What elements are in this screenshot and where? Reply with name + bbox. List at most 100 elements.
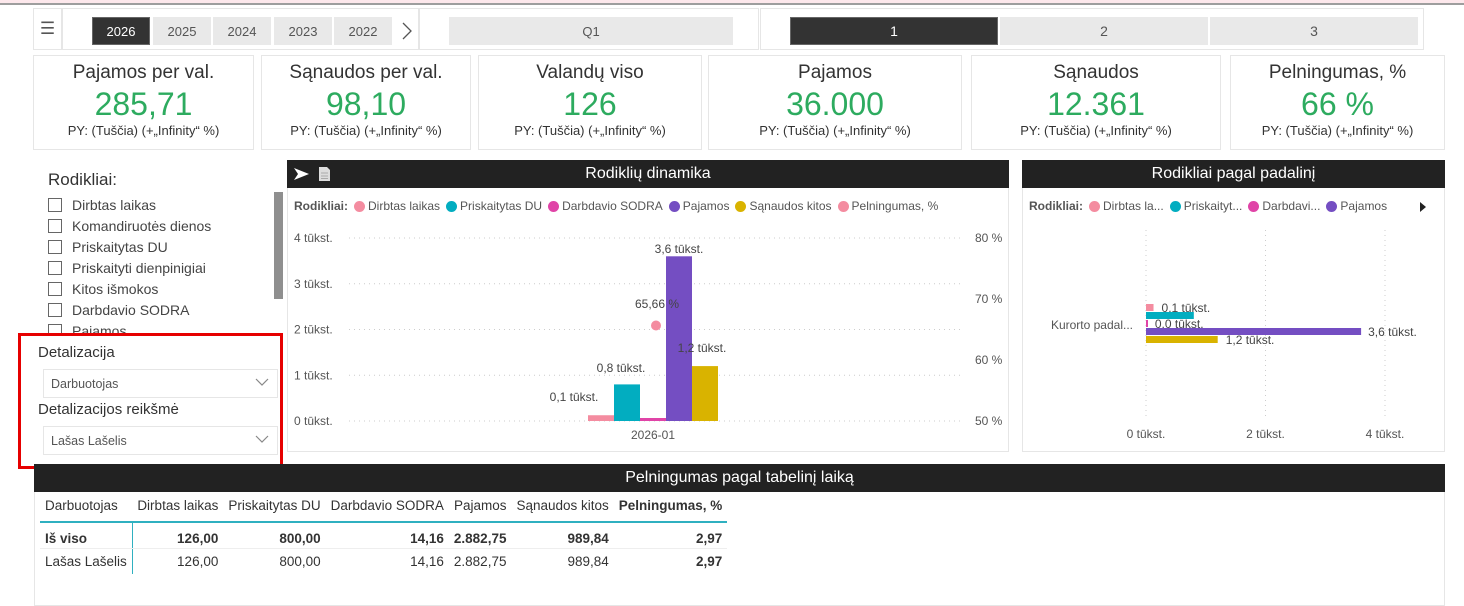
- table-cell: 2,97: [696, 553, 723, 569]
- dynamics-chart-header: Rodiklių dinamika: [287, 160, 1009, 188]
- kpi-subtitle: PY: (Tuščia) (+„Infinity“ %): [759, 123, 911, 138]
- year-button-2022[interactable]: 2022: [334, 17, 392, 45]
- table-row[interactable]: Lašas Lašelis 126,00 800,00 14,16 2.882,…: [40, 548, 727, 574]
- y-tick-label: 4 tūkst.: [294, 231, 333, 245]
- legend-item[interactable]: Sąnaudos kitos: [735, 199, 832, 213]
- dynamics-chart-plot: 0 tūkst. 1 tūkst. 2 tūkst. 3 tūkst. 4 tūkst.…: [294, 231, 1003, 442]
- slicer-item[interactable]: Komandiruotės dienos: [48, 215, 268, 236]
- year-button-2024[interactable]: 2024: [213, 17, 271, 45]
- legend-title: Rodikliai:: [294, 199, 349, 213]
- y-tick-label: 1 tūkst.: [294, 368, 333, 382]
- slicer-item-label: Dirbtas laikas: [72, 196, 157, 213]
- checkbox[interactable]: [48, 197, 62, 212]
- table-cell: 14,16: [410, 553, 444, 569]
- rodikliai-slicer: Dirbtas laikas Komandiruotės dienos Pris…: [48, 194, 268, 334]
- legend-item[interactable]: Pajamos: [1326, 199, 1387, 213]
- legend-next-icon[interactable]: [1419, 200, 1427, 218]
- dynamics-chart-panel: [287, 160, 1009, 452]
- slicer-item-label: Priskaitytas DU: [72, 238, 168, 255]
- table-cell: 800,00: [279, 553, 321, 569]
- dropdown-value: Darbuotojas: [51, 376, 119, 391]
- checkbox[interactable]: [48, 302, 62, 317]
- table-cell: 2.882,75: [453, 553, 507, 569]
- legend-title: Rodikliai:: [1029, 199, 1084, 213]
- slicer-item-label: Priskaityti dienpinigiai: [72, 259, 206, 276]
- kpi-subtitle: PY: (Tuščia) (+„Infinity“ %): [67, 123, 220, 138]
- column-header[interactable]: Priskaitytas DU: [228, 498, 321, 513]
- checkbox[interactable]: [48, 239, 62, 254]
- slicer-item[interactable]: Darbdavio SODRA: [48, 299, 268, 320]
- kpi-card-valandu-viso: Valandų viso 126 PY: (Tuščia) (+„Infinit…: [478, 55, 702, 150]
- y-tick-label: 3 tūkst.: [294, 277, 333, 291]
- table-cell: Iš viso: [40, 522, 133, 549]
- year-button-2025[interactable]: 2025: [153, 17, 211, 45]
- kpi-card-pelningumas: Pelningumas, % 66 % PY: (Tuščia) (+„Infi…: [1230, 55, 1445, 150]
- slicer-item[interactable]: Kitos išmokos: [48, 278, 268, 299]
- top-strip: [0, 0, 1464, 5]
- legend-dot: [1089, 200, 1101, 212]
- bar-priskaitytas-du: [614, 384, 640, 421]
- legend-label: Priskaityt...: [1183, 199, 1243, 213]
- legend-item[interactable]: Dirbtas laikas: [354, 199, 440, 213]
- column-header[interactable]: Pelningumas, %: [618, 498, 723, 513]
- column-header[interactable]: Darbuotojas: [45, 498, 118, 513]
- checkbox[interactable]: [48, 260, 62, 275]
- legend-dot: [735, 200, 747, 212]
- legend-item[interactable]: Priskaityt...: [1169, 199, 1243, 213]
- kpi-value: 126: [563, 86, 617, 122]
- legend-item[interactable]: Pajamos: [668, 199, 729, 213]
- kpi-subtitle: PY: (Tuščia) (+„Infinity“ %): [1020, 123, 1172, 138]
- legend-item[interactable]: Priskaitytas DU: [446, 199, 542, 213]
- kpi-value: 98,10: [325, 86, 407, 122]
- table-cell: 989,84: [511, 522, 614, 549]
- slicer-item[interactable]: Pajamos: [48, 320, 268, 334]
- bar-priskaitytas-du: [1146, 312, 1194, 319]
- kpi-subtitle: PY: (Tuščia) (+„Infinity“ %): [1261, 123, 1414, 138]
- kpi-card-sanaudos: Sąnaudos 12.361 PY: (Tuščia) (+„Infinity…: [971, 55, 1221, 150]
- checkbox[interactable]: [48, 323, 62, 334]
- period-button-3[interactable]: 3: [1210, 17, 1418, 45]
- legend-item[interactable]: Darbdavi...: [1248, 199, 1320, 213]
- kpi-title: Pajamos: [798, 62, 872, 83]
- cursor-arrow-icon[interactable]: [293, 166, 310, 187]
- bar-dirbtas-laikas: [588, 415, 614, 421]
- detalizacija-dropdown[interactable]: Darbuotojas: [43, 369, 278, 398]
- y2-tick-label: 80 %: [975, 231, 1003, 245]
- detalizacijos-reiksme-label: Detalizacijos reikšmė: [38, 401, 179, 418]
- column-header[interactable]: Sąnaudos kitos: [516, 498, 609, 513]
- data-label: 1,2 tūkst.: [1226, 333, 1275, 347]
- slicer-item[interactable]: Priskaitytas DU: [48, 236, 268, 257]
- year-button-2026[interactable]: 2026: [92, 17, 150, 45]
- menu-button[interactable]: ☰: [33, 8, 62, 50]
- slicer-item[interactable]: Priskaityti dienpinigiai: [48, 257, 268, 278]
- bar-darbdavio-sodra: [1146, 320, 1148, 327]
- legend-dot: [354, 200, 366, 212]
- slicer-item-label: Komandiruotės dienos: [72, 217, 212, 234]
- checkbox[interactable]: [48, 281, 62, 296]
- point-pelningumas: [651, 320, 661, 331]
- column-header[interactable]: Pajamos: [453, 498, 507, 513]
- y2-tick-label: 70 %: [975, 292, 1003, 306]
- period-button-2[interactable]: 2: [1000, 17, 1208, 45]
- chevron-right-icon[interactable]: [398, 17, 416, 45]
- legend-item[interactable]: Dirbtas la...: [1089, 199, 1164, 213]
- checkbox[interactable]: [48, 218, 62, 233]
- legend-item[interactable]: Darbdavio SODRA: [548, 199, 663, 213]
- legend-label: Pelningumas, %: [851, 199, 939, 213]
- slicer-scrollbar[interactable]: [274, 192, 283, 299]
- table-cell: 800,00: [223, 522, 326, 549]
- kpi-title: Sąnaudos: [1053, 62, 1139, 83]
- slicer-item[interactable]: Dirbtas laikas: [48, 194, 268, 215]
- detalizacijos-reiksme-dropdown[interactable]: Lašas Lašelis: [43, 426, 278, 455]
- legend-dot: [1169, 200, 1181, 212]
- document-icon[interactable]: [318, 166, 331, 187]
- year-button-2023[interactable]: 2023: [274, 17, 332, 45]
- column-header[interactable]: Dirbtas laikas: [137, 498, 219, 513]
- kpi-value: 285,71: [94, 86, 193, 122]
- hamburger-icon: ☰: [39, 19, 56, 38]
- legend-item[interactable]: Pelningumas, %: [837, 199, 939, 213]
- legend-dot: [548, 200, 560, 212]
- period-button-1[interactable]: 1: [790, 17, 998, 45]
- column-header[interactable]: Darbdavio SODRA: [330, 498, 444, 513]
- quarter-button-q1[interactable]: Q1: [449, 17, 733, 45]
